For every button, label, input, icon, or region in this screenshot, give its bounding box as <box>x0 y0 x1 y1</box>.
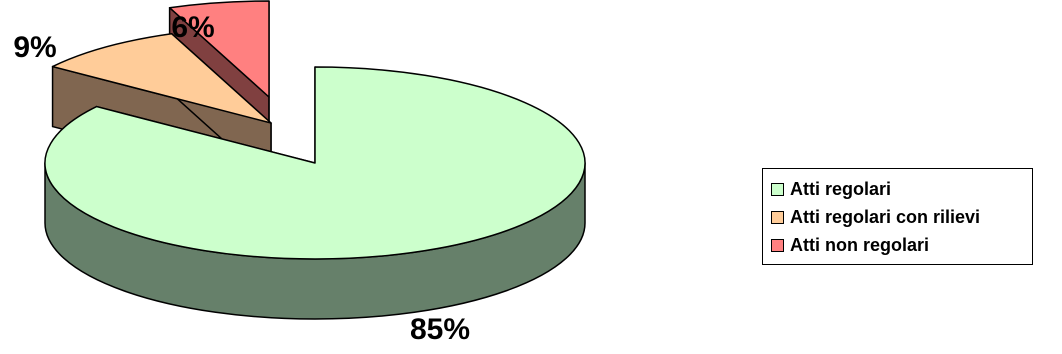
pie-labels: 85% 9% 6% <box>13 11 470 346</box>
pie-slice-top-atti-regolari-con-rilievi <box>51 32 272 124</box>
pie-label-atti-regolari: 85% <box>410 313 470 346</box>
legend-swatch-atti-non-regolari <box>771 238 784 252</box>
legend-label-atti-regolari: Atti regolari <box>790 178 892 199</box>
legend-item-atti-non-regolari: Atti non regolari <box>771 231 1032 259</box>
pie-slices <box>44 0 586 320</box>
chart-legend: Atti regolari Atti regolari con rilievi … <box>762 168 1033 265</box>
legend-item-atti-regolari: Atti regolari <box>771 175 1032 203</box>
legend-item-atti-regolari-con-rilievi: Atti regolari con rilievi <box>771 203 1032 231</box>
pie-slice-top-atti-non-regolari <box>168 0 270 98</box>
legend-swatch-atti-regolari-con-rilievi <box>771 210 784 224</box>
pie-label-atti-regolari-con-rilievi: 9% <box>13 31 56 64</box>
legend-label-atti-regolari-con-rilievi: Atti regolari con rilievi <box>790 206 981 227</box>
legend-swatch-atti-regolari <box>771 182 784 196</box>
legend-label-atti-non-regolari: Atti non regolari <box>790 234 929 255</box>
pie-slice-top-atti-regolari <box>44 66 586 260</box>
pie-label-atti-non-regolari: 6% <box>171 11 214 44</box>
pie-slice-atti-regolari <box>44 66 586 320</box>
